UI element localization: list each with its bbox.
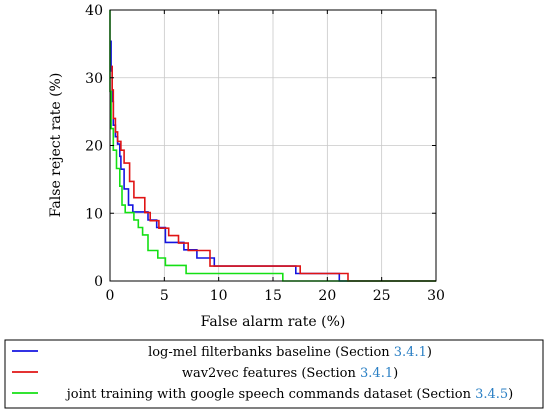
legend-section-suffix: ) (393, 366, 398, 381)
x-tick-label: 10 (210, 288, 228, 304)
y-tick-label: 30 (85, 71, 103, 87)
legend-series-name: log-mel filterbanks baseline (148, 345, 335, 360)
x-tick-label: 30 (427, 288, 445, 304)
y-tick-label: 20 (85, 139, 103, 155)
x-tick-label: 25 (373, 288, 391, 304)
legend-label-3: joint training with google speech comman… (65, 387, 514, 402)
series-line-3 (109, 10, 436, 282)
legend-section-link[interactable]: 3.4.1 (394, 345, 427, 360)
series-line-1 (110, 40, 436, 282)
y-tick-label: 0 (94, 274, 103, 290)
x-tick-label: 20 (318, 288, 336, 304)
legend-section-link[interactable]: 3.4.5 (475, 387, 508, 402)
series-lines (109, 10, 436, 282)
y-tick-label: 10 (85, 206, 103, 222)
legend-frame (4, 339, 544, 409)
legend-section-prefix: (Section (335, 345, 394, 360)
tick-marks (109, 9, 437, 282)
series-line-2 (111, 65, 436, 282)
legend: log-mel filterbanks baseline (Section 3.… (4, 339, 544, 409)
legend-section-prefix: (Section (301, 366, 360, 381)
y-tick-labels: 0 10 20 30 40 (85, 3, 103, 290)
legend-entries: log-mel filterbanks baseline (Section 3.… (12, 345, 513, 402)
x-axis-title: False alarm rate (%) (201, 314, 346, 330)
y-axis-title: False reject rate (%) (48, 73, 64, 218)
legend-section-prefix: (Section (416, 387, 475, 402)
legend-section-link[interactable]: 3.4.1 (360, 366, 393, 381)
legend-section-suffix: ) (427, 345, 432, 360)
grid (109, 9, 437, 282)
legend-label-1: log-mel filterbanks baseline (Section 3.… (148, 345, 432, 360)
y-tick-label: 40 (85, 3, 103, 19)
x-tick-label: 15 (264, 288, 282, 304)
legend-series-name: wav2vec features (182, 366, 302, 381)
legend-label-2: wav2vec features (Section 3.4.1) (182, 366, 398, 381)
x-tick-label: 5 (160, 288, 169, 304)
x-tick-labels: 0 5 10 15 20 25 30 (106, 288, 445, 304)
x-tick-label: 0 (106, 288, 115, 304)
legend-section-suffix: ) (508, 387, 513, 402)
legend-series-name: joint training with google speech comman… (65, 387, 417, 402)
